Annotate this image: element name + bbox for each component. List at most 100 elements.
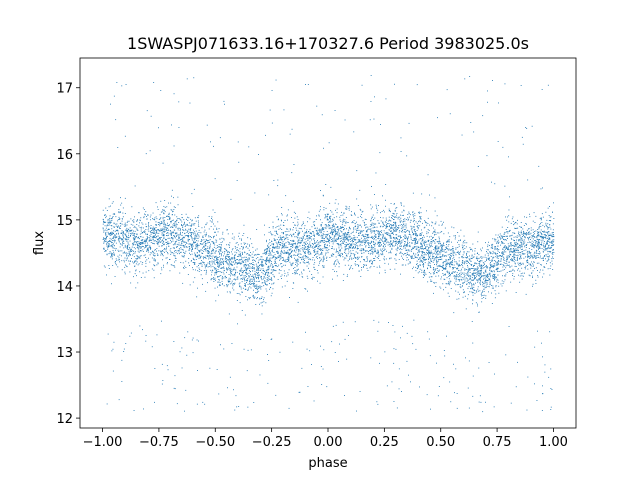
data-point [332,278,333,280]
data-point [111,219,113,221]
data-point [457,247,459,248]
data-point [362,266,364,268]
data-point [529,236,531,238]
data-point [434,264,435,265]
data-point [140,242,142,243]
data-point [420,260,422,262]
data-point [180,252,182,253]
data-point [340,221,342,222]
data-point [400,242,402,244]
data-point [297,230,299,232]
data-point [517,254,519,256]
data-point [221,277,223,279]
data-point [150,214,152,216]
data-point [413,240,415,242]
data-point [233,268,234,270]
data-point [519,245,521,247]
data-point [189,252,190,254]
data-point [111,255,113,257]
data-point [301,256,303,258]
data-point [395,241,397,242]
data-point [164,217,166,218]
data-point [119,212,121,213]
data-point [523,225,525,226]
data-point [259,287,261,289]
data-point [149,261,151,263]
data-point [202,261,203,263]
data-point [292,241,294,242]
data-point [344,234,345,236]
data-point [451,264,453,266]
data-point [195,235,197,237]
data-point [227,264,229,266]
data-point [355,225,357,227]
data-point [525,127,527,128]
data-point [253,278,255,280]
data-point [179,228,181,229]
data-point [527,256,529,258]
data-point [179,253,180,255]
data-point [191,224,193,226]
data-point [345,222,347,223]
data-point [183,230,185,231]
data-point [423,241,425,243]
data-point [199,255,200,257]
data-point [407,263,409,265]
data-point [183,254,185,256]
data-point [276,233,278,235]
data-point [217,276,219,277]
data-point [280,253,282,255]
data-point [314,255,315,256]
data-point [483,297,485,298]
data-point [178,227,180,229]
data-point [174,242,176,244]
data-point [496,269,498,271]
data-point [535,240,537,241]
data-point [398,243,399,244]
data-point [347,236,349,238]
data-point [370,248,372,250]
data-point [201,244,203,245]
data-point [495,277,496,279]
data-point [128,255,130,257]
data-point [269,251,271,253]
data-point [542,244,544,246]
data-point [264,277,266,279]
data-point [521,278,523,280]
data-point [519,244,521,246]
data-point [215,300,217,302]
data-point [285,261,287,263]
data-point [535,257,536,259]
data-point [509,242,511,244]
data-point [503,247,505,248]
data-point [544,241,545,242]
data-point [156,236,157,237]
data-point [420,238,422,240]
data-point [515,236,517,238]
data-point [272,265,274,267]
data-point [465,357,466,359]
data-point [177,227,179,229]
data-point [208,236,210,238]
data-point [107,233,109,235]
data-point [226,268,228,270]
data-point [277,253,279,254]
data-point [181,243,183,245]
data-point [139,257,141,259]
data-point [494,249,496,251]
data-point [523,233,525,235]
data-point [226,259,228,261]
data-point [284,244,285,246]
data-point [374,226,376,228]
data-point [513,278,515,280]
data-point [112,247,114,249]
data-point [287,246,289,248]
data-point [345,208,347,210]
data-point [274,257,276,259]
data-point [533,244,535,245]
data-point [142,223,144,225]
data-point [309,232,311,234]
data-point [428,240,429,242]
data-point [520,227,522,228]
data-point [393,203,395,205]
